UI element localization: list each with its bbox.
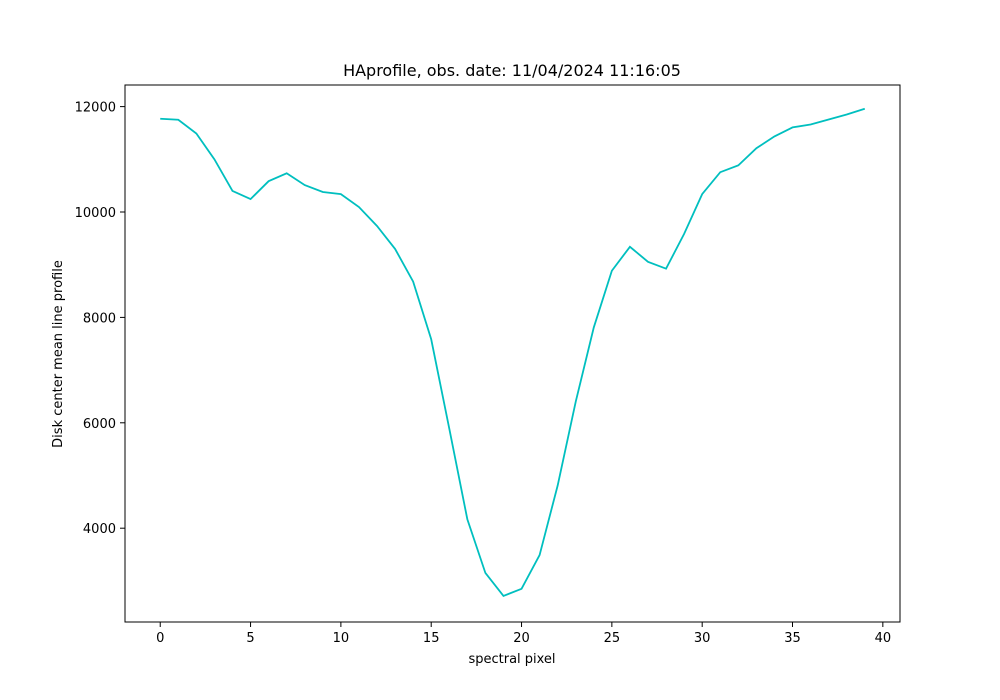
x-tick-label: 5 bbox=[246, 631, 254, 646]
x-tick-label: 0 bbox=[156, 631, 164, 646]
x-axis-label: spectral pixel bbox=[468, 652, 555, 667]
chart-title: HAprofile, obs. date: 11/04/2024 11:16:0… bbox=[343, 61, 681, 80]
data-line bbox=[160, 107, 866, 597]
y-tick-label: 4000 bbox=[83, 522, 116, 537]
x-tick-label: 10 bbox=[333, 631, 350, 646]
y-tick-label: 10000 bbox=[75, 206, 116, 221]
plot-frame bbox=[124, 84, 901, 623]
x-tick-label: 20 bbox=[513, 631, 530, 646]
y-tick-label: 6000 bbox=[83, 417, 116, 432]
x-tick-label: 35 bbox=[784, 631, 801, 646]
x-tick-label: 25 bbox=[604, 631, 621, 646]
x-tick-label: 40 bbox=[875, 631, 892, 646]
y-tick-label: 8000 bbox=[83, 311, 116, 326]
x-tick-label: 15 bbox=[423, 631, 440, 646]
y-tick-label: 12000 bbox=[75, 101, 116, 116]
x-tick-label: 30 bbox=[694, 631, 711, 646]
y-axis-label: Disk center mean line profile bbox=[51, 260, 66, 448]
